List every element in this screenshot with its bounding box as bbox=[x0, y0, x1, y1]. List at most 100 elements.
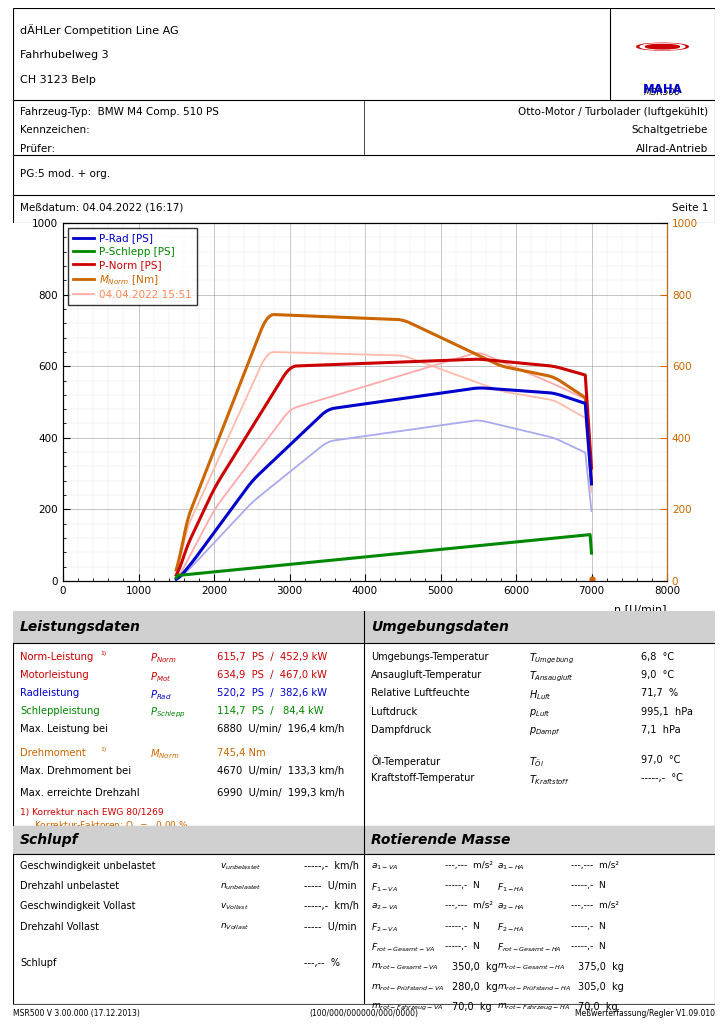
Text: -----  U/min: ----- U/min bbox=[304, 922, 357, 931]
Bar bbox=[13, 826, 364, 854]
Text: -----,-  °C: -----,- °C bbox=[641, 774, 683, 783]
Text: Max. Drehmoment bei: Max. Drehmoment bei bbox=[20, 766, 131, 776]
Text: Drehzahl Vollast: Drehzahl Vollast bbox=[20, 922, 99, 931]
Text: $F_{1-VA}$: $F_{1-VA}$ bbox=[371, 882, 398, 894]
Text: $T_{Umgebung}$: $T_{Umgebung}$ bbox=[529, 652, 574, 666]
Text: 1): 1) bbox=[100, 747, 107, 752]
Text: $m_{rot-Prüfstand-HA}$: $m_{rot-Prüfstand-HA}$ bbox=[497, 982, 571, 993]
Circle shape bbox=[640, 43, 685, 49]
Text: $a_{2-VA}$: $a_{2-VA}$ bbox=[371, 901, 398, 912]
Text: $n_{Vollast}$: $n_{Vollast}$ bbox=[220, 922, 249, 932]
Text: CH 3123 Belp: CH 3123 Belp bbox=[20, 75, 96, 85]
Text: 7,1  hPa: 7,1 hPa bbox=[641, 725, 681, 735]
Text: $M_{Norm}$: $M_{Norm}$ bbox=[150, 748, 179, 761]
Text: 114,7  PS  /   84,4 kW: 114,7 PS / 84,4 kW bbox=[217, 706, 323, 716]
Text: Relative Luftfeuchte: Relative Luftfeuchte bbox=[371, 688, 470, 698]
Text: $F_{2-VA}$: $F_{2-VA}$ bbox=[371, 922, 398, 934]
Text: 70,0  kg: 70,0 kg bbox=[578, 1002, 618, 1012]
Text: 375,0  kg: 375,0 kg bbox=[578, 962, 624, 972]
Text: $F_{rot-Gesamt-VA}$: $F_{rot-Gesamt-VA}$ bbox=[371, 941, 435, 954]
Text: $p_{Luft}$: $p_{Luft}$ bbox=[529, 707, 550, 719]
Text: $T_{Ansaugluft}$: $T_{Ansaugluft}$ bbox=[529, 671, 574, 684]
Text: 9,0  °C: 9,0 °C bbox=[641, 671, 674, 680]
Text: PG:5 mod. + org.: PG:5 mod. + org. bbox=[20, 169, 110, 179]
Text: Ansaugluft-Temperatur: Ansaugluft-Temperatur bbox=[371, 671, 482, 680]
Text: ---,---  m/s²: ---,--- m/s² bbox=[445, 901, 493, 911]
Text: -----,-  N: -----,- N bbox=[571, 882, 606, 890]
Text: Rotierende Masse: Rotierende Masse bbox=[371, 833, 510, 847]
Text: -----,-  N: -----,- N bbox=[445, 882, 480, 890]
Text: $m_{rot-Gesamt-HA}$: $m_{rot-Gesamt-HA}$ bbox=[497, 962, 566, 972]
Text: Motorleistung: Motorleistung bbox=[20, 670, 89, 680]
Text: 615,7  PS  /  452,9 kW: 615,7 PS / 452,9 kW bbox=[217, 652, 327, 661]
Text: 634,9  PS  /  467,0 kW: 634,9 PS / 467,0 kW bbox=[217, 670, 326, 680]
Text: ---,---  m/s²: ---,--- m/s² bbox=[445, 861, 493, 870]
Text: ---,--  %: ---,-- % bbox=[304, 958, 340, 968]
Text: Schaltgetriebe: Schaltgetriebe bbox=[632, 126, 708, 135]
Text: $v_{Vollast}$: $v_{Vollast}$ bbox=[220, 901, 249, 912]
Text: $F_{rot-Gesamt-HA}$: $F_{rot-Gesamt-HA}$ bbox=[497, 941, 562, 954]
Text: $m_{rot-Prüfstand-VA}$: $m_{rot-Prüfstand-VA}$ bbox=[371, 982, 445, 993]
Text: Meßwerterfassung/Regler V1.09.010: Meßwerterfassung/Regler V1.09.010 bbox=[575, 1009, 715, 1019]
Text: 305,0  kg: 305,0 kg bbox=[578, 982, 624, 992]
Bar bbox=[13, 611, 364, 643]
Text: 1): 1) bbox=[100, 651, 107, 655]
Text: Drehzahl unbelastet: Drehzahl unbelastet bbox=[20, 882, 119, 891]
Text: n [U/min]: n [U/min] bbox=[614, 605, 667, 614]
Text: $p_{Dampf}$: $p_{Dampf}$ bbox=[529, 725, 561, 737]
Text: Allrad-Antrieb: Allrad-Antrieb bbox=[636, 144, 708, 154]
Text: Öl-Temperatur: Öl-Temperatur bbox=[371, 755, 440, 766]
Text: Geschwindigkeit unbelastet: Geschwindigkeit unbelastet bbox=[20, 861, 156, 871]
Text: Norm-Leistung: Norm-Leistung bbox=[20, 652, 93, 661]
Text: Drehmoment: Drehmoment bbox=[20, 748, 86, 758]
Text: $a_{1-HA}$: $a_{1-HA}$ bbox=[497, 861, 526, 871]
Text: $v_{unbelastet}$: $v_{unbelastet}$ bbox=[220, 861, 261, 871]
Text: 520,2  PS  /  382,6 kW: 520,2 PS / 382,6 kW bbox=[217, 688, 327, 698]
Text: Umgebungsdaten: Umgebungsdaten bbox=[371, 620, 509, 634]
Text: Schleppleistung: Schleppleistung bbox=[20, 706, 100, 716]
Text: 745,4 Nm: 745,4 Nm bbox=[217, 748, 265, 758]
Text: Luftdruck: Luftdruck bbox=[371, 707, 417, 717]
Text: -----,-  km/h: -----,- km/h bbox=[304, 901, 360, 912]
Text: Kennzeichen:: Kennzeichen: bbox=[20, 126, 90, 135]
Text: 6,8  °C: 6,8 °C bbox=[641, 652, 674, 661]
Text: MSR500: MSR500 bbox=[644, 89, 681, 97]
Text: MAHA: MAHA bbox=[643, 83, 682, 97]
Text: $F_{1-HA}$: $F_{1-HA}$ bbox=[497, 882, 525, 894]
Text: Otto-Motor / Turbolader (luftgekühlt): Otto-Motor / Turbolader (luftgekühlt) bbox=[518, 106, 708, 116]
Circle shape bbox=[646, 44, 679, 48]
Text: Max. Leistung bei: Max. Leistung bei bbox=[20, 724, 108, 734]
Text: $P_{Norm}$: $P_{Norm}$ bbox=[150, 652, 177, 665]
Text: -----,-  N: -----,- N bbox=[571, 941, 606, 951]
Text: $a_{2-HA}$: $a_{2-HA}$ bbox=[497, 901, 526, 912]
Text: Schlupf: Schlupf bbox=[20, 958, 56, 968]
Text: $P_{Mot}$: $P_{Mot}$ bbox=[150, 670, 171, 684]
Text: $n_{unbelastet}$: $n_{unbelastet}$ bbox=[220, 882, 261, 892]
Text: $m_{rot-Fahrzeug-HA}$: $m_{rot-Fahrzeug-HA}$ bbox=[497, 1002, 571, 1014]
Text: $m_{rot-Fahrzeug-VA}$: $m_{rot-Fahrzeug-VA}$ bbox=[371, 1002, 443, 1014]
Text: $a_{1-VA}$: $a_{1-VA}$ bbox=[371, 861, 398, 871]
Text: 4670  U/min/  133,3 km/h: 4670 U/min/ 133,3 km/h bbox=[217, 766, 344, 776]
Text: $m_{rot-Gesamt-VA}$: $m_{rot-Gesamt-VA}$ bbox=[371, 962, 439, 972]
Text: 1) Korrektur nach EWG 80/1269: 1) Korrektur nach EWG 80/1269 bbox=[20, 808, 164, 817]
Text: 70,0  kg: 70,0 kg bbox=[452, 1002, 491, 1012]
Text: -----,-  N: -----,- N bbox=[445, 941, 480, 951]
Text: Fahrzeug-Typ:  BMW M4 Comp. 510 PS: Fahrzeug-Typ: BMW M4 Comp. 510 PS bbox=[20, 106, 219, 116]
Text: -----,-  km/h: -----,- km/h bbox=[304, 861, 360, 871]
Text: Max. erreichte Drehzahl: Max. erreichte Drehzahl bbox=[20, 788, 140, 797]
Text: Geschwindigkeit Vollast: Geschwindigkeit Vollast bbox=[20, 901, 135, 912]
Text: Korrektur-Faktoren: Q$_v$ =   0,00 %: Korrektur-Faktoren: Q$_v$ = 0,00 % bbox=[34, 820, 189, 832]
Text: Prüfer:: Prüfer: bbox=[20, 144, 55, 154]
Text: $P_{Schlepp}$: $P_{Schlepp}$ bbox=[150, 706, 186, 720]
Text: -----,-  N: -----,- N bbox=[571, 922, 606, 930]
Text: Seite 1: Seite 1 bbox=[672, 203, 708, 212]
Text: 71,7  %: 71,7 % bbox=[641, 688, 678, 698]
Text: Dampfdruck: Dampfdruck bbox=[371, 725, 431, 735]
Text: Radleistung: Radleistung bbox=[20, 688, 79, 698]
Text: dÄHLer Competition Line AG: dÄHLer Competition Line AG bbox=[20, 25, 178, 36]
Text: $H_{Luft}$: $H_{Luft}$ bbox=[529, 688, 552, 702]
Text: 350,0  kg: 350,0 kg bbox=[452, 962, 497, 972]
Legend: P-Rad [PS], P-Schlepp [PS], P-Norm [PS], $M_{Norm}$ [Nm], 04.04.2022 15:51: P-Rad [PS], P-Schlepp [PS], P-Norm [PS],… bbox=[68, 229, 197, 305]
Text: Umgebungs-Temperatur: Umgebungs-Temperatur bbox=[371, 652, 488, 661]
Text: Kraftstoff-Temperatur: Kraftstoff-Temperatur bbox=[371, 774, 475, 783]
